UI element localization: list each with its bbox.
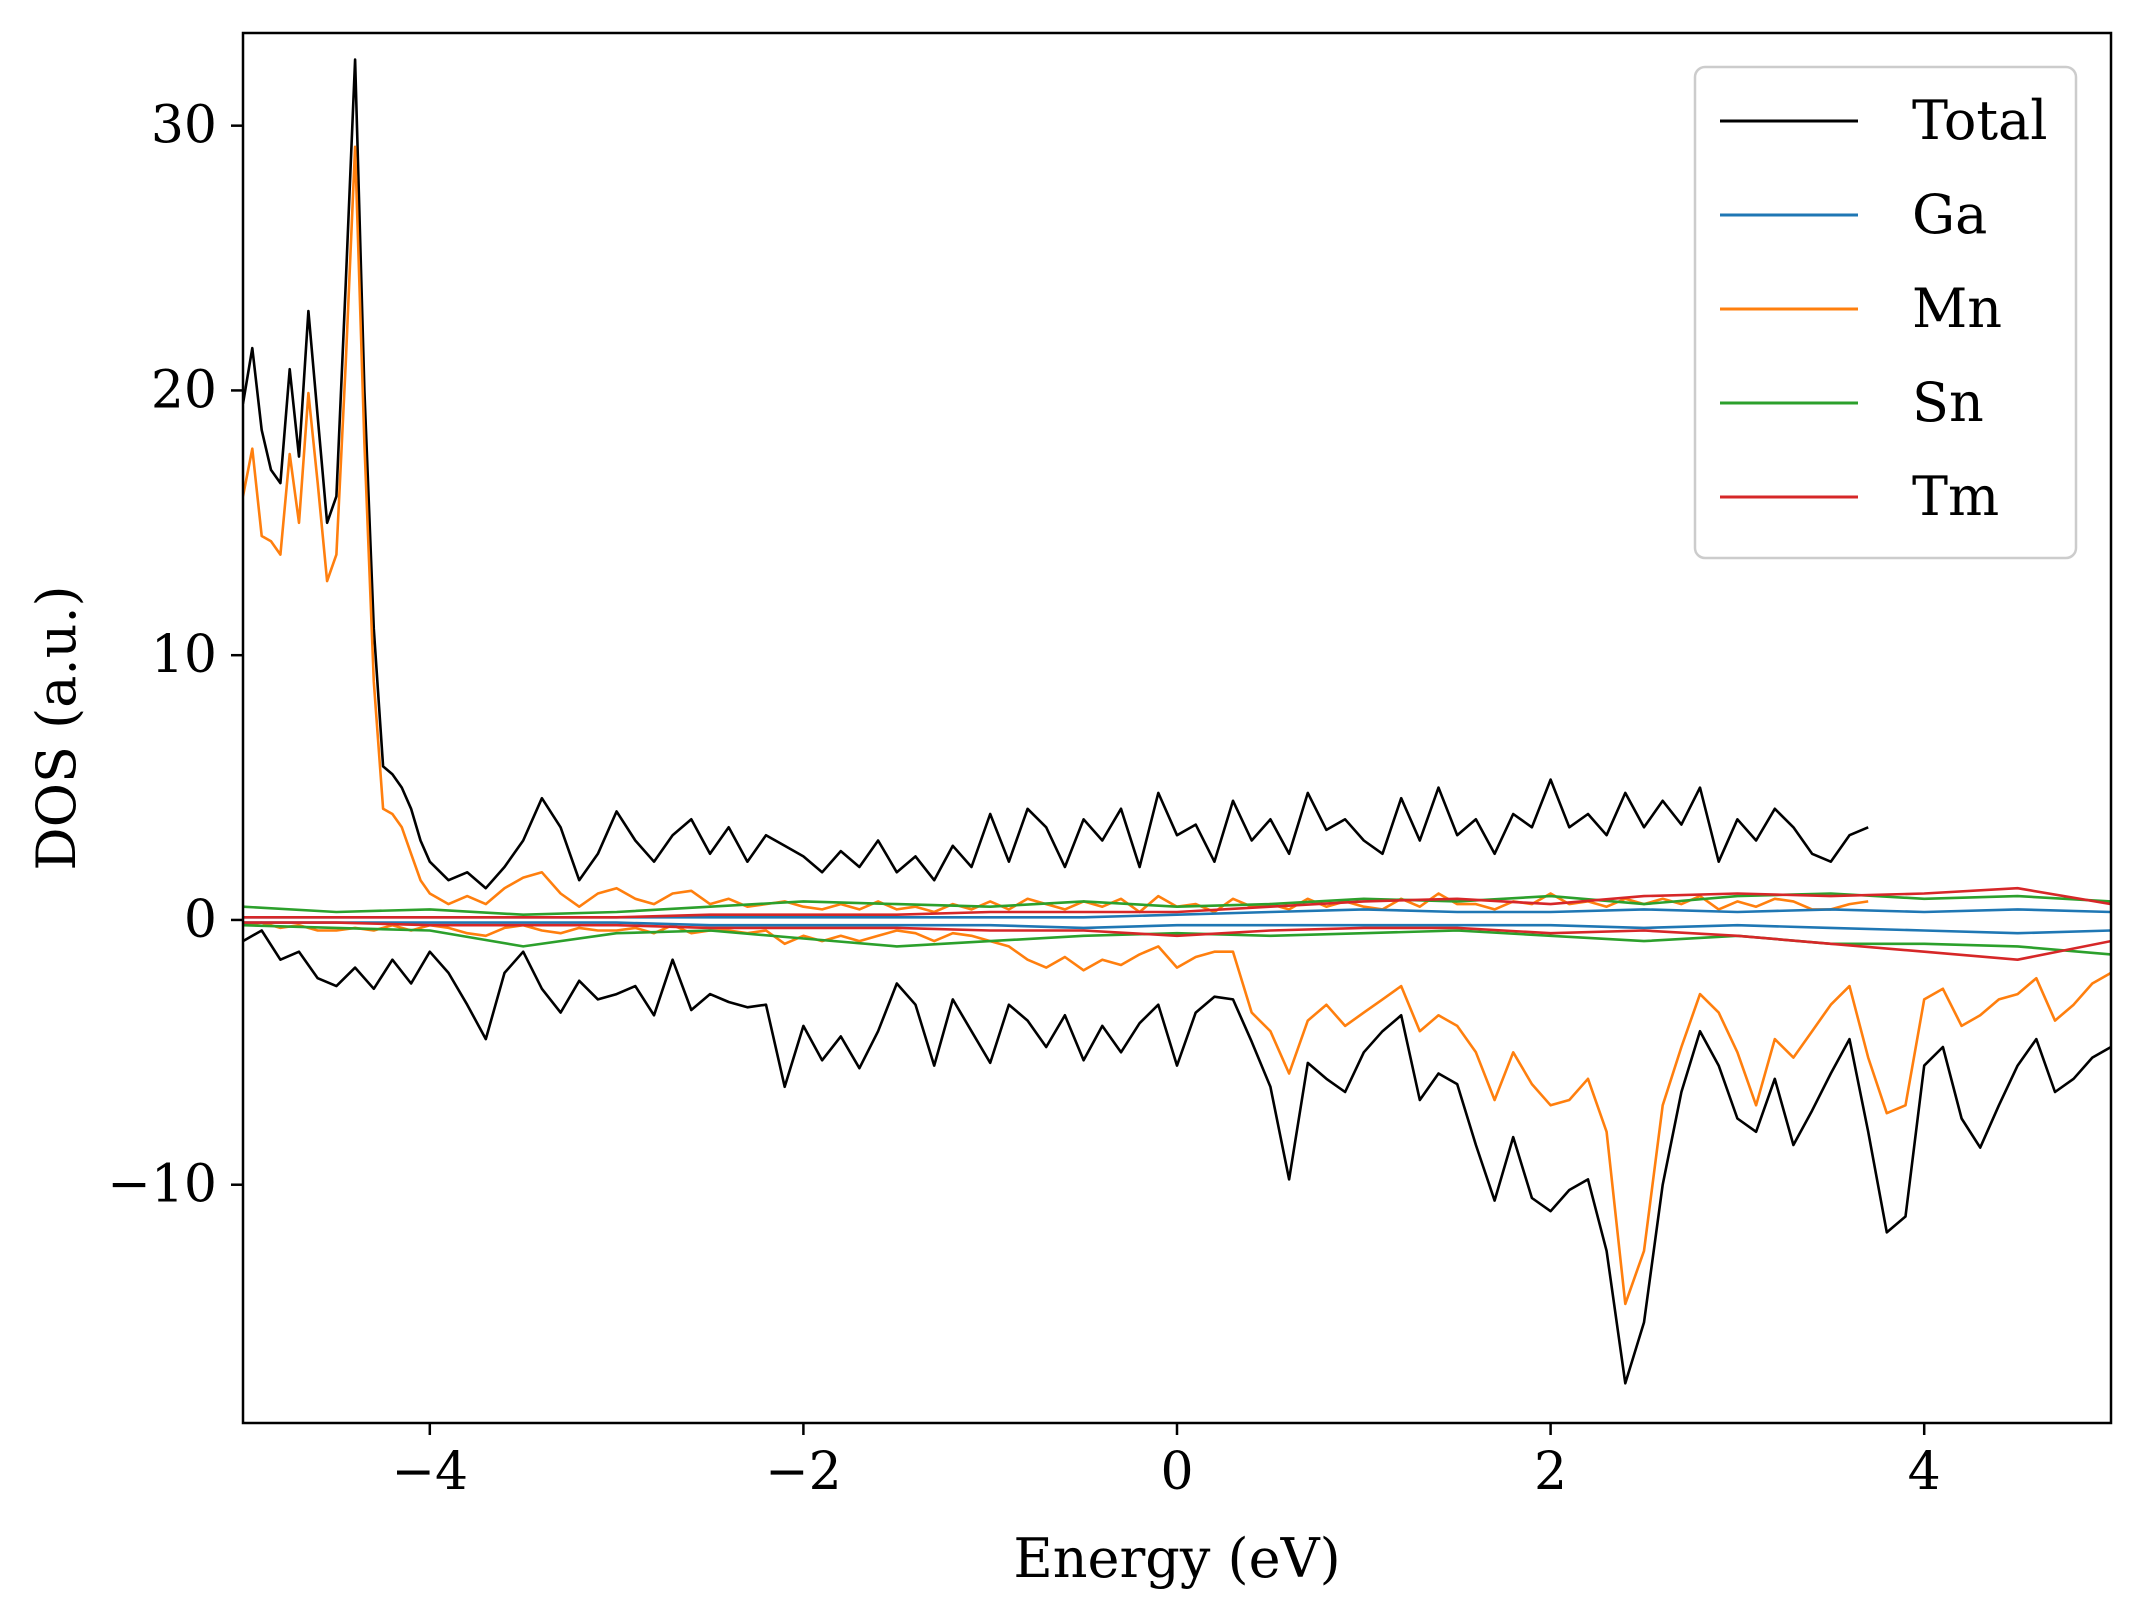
legend-label: Ga [1912, 183, 1987, 246]
y-tick-label: −10 [107, 1155, 217, 1215]
x-tick-label: −4 [391, 1442, 468, 1502]
legend-label: Total [1912, 89, 2048, 152]
y-tick-label: 30 [151, 96, 217, 156]
x-axis-title: Energy (eV) [1013, 1527, 1340, 1590]
y-tick-label: 10 [151, 625, 217, 685]
legend-item-ga: Ga [1720, 183, 1987, 246]
y-tick-label: 20 [151, 360, 217, 420]
legend-label: Tm [1912, 465, 1999, 528]
series-line-mn-down [243, 921, 2111, 1306]
series-line-total-up [243, 58, 1869, 890]
legend: Total Ga Mn Sn Tm [1693, 65, 2078, 560]
series-line-ga-down [243, 921, 2111, 935]
ticks-layer: −4 −2 0 2 4 −10 0 10 20 30 [107, 96, 1940, 1502]
legend-label: Mn [1912, 277, 2002, 340]
legend-item-sn: Sn [1720, 371, 1984, 434]
legend-item-tm: Tm [1720, 465, 1999, 528]
y-axis-title: DOS (a.u.) [25, 585, 88, 870]
x-tick-label: 2 [1534, 1442, 1567, 1502]
x-tick-label: 4 [1908, 1442, 1941, 1502]
legend-box [1693, 65, 2078, 560]
legend-label: Sn [1912, 371, 1984, 434]
series-line-tm-down [243, 921, 2111, 962]
series-line-tm-up [243, 886, 2111, 919]
x-tick-label: −2 [765, 1442, 842, 1502]
legend-item-total: Total [1720, 89, 2048, 152]
x-tick-label: 0 [1160, 1442, 1193, 1502]
legend-items: Total Ga Mn Sn Tm [1720, 89, 2048, 528]
legend-item-mn: Mn [1720, 277, 2002, 340]
y-tick-label: 0 [184, 890, 217, 950]
series-line-total-down [243, 929, 2111, 1385]
series-layer [243, 58, 2111, 1385]
